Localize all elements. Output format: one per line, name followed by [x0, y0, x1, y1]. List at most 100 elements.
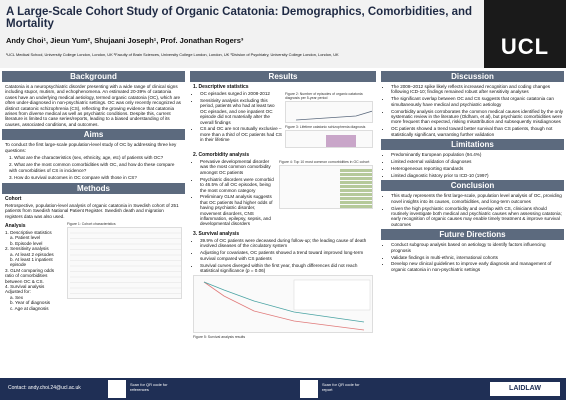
bullet: Conduct subgroup analysis based on aetio…	[391, 242, 564, 253]
numbered-item: 1. What are the characteristics (sex, et…	[9, 155, 164, 161]
bullet: Heterogeneous reporting standards	[391, 166, 564, 171]
numbered-item: 3. How do survival outcomes in OC compar…	[9, 175, 137, 181]
caption: Figure 3: Lifetime catatonic schizophren…	[285, 125, 366, 129]
bullet: Limited diagnostic history prior to ICD-…	[391, 173, 564, 178]
right-column: Discussion The 2008–2012 spike likely ref…	[381, 71, 564, 375]
section-heading: Discussion	[381, 71, 564, 82]
figure-graphic	[203, 280, 371, 331]
bullet-list: 39.9% of OC patients were deceased durin…	[190, 238, 376, 273]
qr-caption: Scan for QR code for references	[130, 382, 168, 392]
figure-graphic	[326, 135, 356, 147]
qr-code[interactable]	[300, 380, 318, 398]
bullet: Psychiatric disorders were comorbid to 4…	[200, 177, 276, 193]
bullet: OC episodes surged in 2008-2012	[200, 91, 282, 96]
figure-graphic	[70, 232, 185, 294]
paragraph: Retrospective, population-level analysis…	[5, 202, 179, 219]
figure	[285, 101, 376, 123]
caption: Figure 4: Top 10 most common comorbiditi…	[279, 160, 370, 164]
result-figures: Figure 4: Top 10 most common comorbiditi…	[276, 159, 376, 229]
table-figure: Figure 1: Cohort characteristics	[64, 221, 185, 311]
caption: Figure 5: Survival analysis results	[193, 335, 246, 340]
bullet-list: The 2008–2012 spike likely reflects incr…	[381, 84, 564, 137]
bullet: Preliminary GLM analysis suggests that O…	[200, 194, 276, 226]
qr-code[interactable]	[108, 380, 126, 398]
caption: Figure 2: Number of episodes of organic …	[285, 92, 363, 100]
subheading: 2. Comorbidity analysis	[193, 152, 250, 158]
bullet: Adjusting for covariates, OC patients sh…	[200, 250, 376, 261]
analysis-item: 4. Survival analysis	[5, 283, 45, 289]
affiliations: ¹UCL Medical School, University College …	[6, 52, 339, 57]
bullet: Given the high psychiatric comorbidity a…	[391, 206, 564, 228]
figure-graphic	[340, 169, 376, 208]
section-heading: Future Directions	[381, 229, 564, 241]
bullet: This study represents the first large-sc…	[391, 193, 564, 204]
bullet: Validate findings in multi-ethnic, inter…	[391, 255, 564, 260]
section-heading: Aims	[2, 129, 185, 141]
numbered-item: 2. What are the most common comorbiditie…	[9, 162, 175, 173]
analysis-item: Adjusted for:	[5, 289, 31, 295]
bullet: CS and OC are not mutually exclusive – m…	[200, 126, 282, 142]
analysis-item: 3. GLM comparing odds ratio of comorbidi…	[5, 267, 55, 284]
qr-caption: Scan for QR code for report	[322, 382, 360, 392]
subheading: 1. Descriptive statistics	[193, 84, 249, 90]
bullet: Predominantly European population (94.4%…	[391, 152, 564, 157]
figure	[279, 165, 376, 209]
subheading: Analysis	[5, 222, 26, 229]
paragraph: Catatonia is a neuropsychiatric disorder…	[5, 84, 181, 127]
analysis-item: a. Sex	[10, 294, 24, 300]
ucl-logo: UCL	[484, 0, 566, 68]
result-text: OC episodes surged in 2008-2012 Sensitivi…	[190, 91, 282, 150]
contact: Contact: andy.choi.24@ucl.ac.uk	[8, 385, 81, 391]
left-column: Background Catatonia is a neuropsychiatri…	[2, 71, 185, 375]
footer: Contact: andy.choi.24@ucl.ac.uk Scan for…	[0, 378, 566, 400]
figure	[67, 226, 185, 299]
analysis-list: Analysis 1. Descriptive statistics a. Pati…	[2, 221, 64, 311]
bullet: 39.9% of OC patients were deceased durin…	[200, 238, 376, 249]
section-heading: Limitations	[381, 139, 564, 151]
analysis-item: b. At least 1 inpatient episode	[10, 256, 53, 268]
analysis-item: a. Patient level	[10, 235, 41, 241]
section-heading: Conclusion	[381, 180, 564, 192]
bullet: Limited external validation of diagnoses	[391, 159, 564, 164]
caption: Figure 1: Cohort characteristics	[67, 221, 116, 226]
result-row: Pervasive developmental disorder was the…	[190, 159, 376, 229]
subheading: 3. Survival analysis	[193, 230, 240, 237]
section-heading: Background	[2, 71, 185, 82]
bullet: Sensitivity analysis excluding this peri…	[200, 98, 282, 125]
header: A Large-Scale Cohort Study of Organic Ca…	[0, 0, 566, 68]
result-row: OC episodes surged in 2008-2012 Sensitivi…	[190, 91, 376, 150]
bullet-list: OC episodes surged in 2008-2012 Sensitivi…	[190, 91, 282, 143]
bullet-list: Conduct subgroup analysis based on aetio…	[381, 242, 564, 272]
middle-column: Results 1. Descriptive statisticsOC episo…	[190, 71, 376, 375]
subheading: Cohort	[5, 195, 22, 202]
result-figures: Figure 2: Number of episodes of organic …	[282, 91, 376, 150]
bullet: The 2008–2012 spike likely reflects incr…	[391, 84, 564, 95]
figure-graphic	[295, 109, 376, 121]
authors: Andy Choi¹, Jieun Yum², Shujaani Joseph¹…	[6, 36, 244, 45]
bullet: Develop new clinical guidelines to impro…	[391, 261, 564, 272]
analysis-item: b. Year of diagnosis	[10, 300, 51, 306]
title: A Large-Scale Cohort Study of Organic Ca…	[6, 6, 473, 30]
bullet-list: This study represents the first large-sc…	[381, 193, 564, 227]
paragraph: To conduct the first large-scale populat…	[5, 142, 177, 153]
analysis-item: b. Episode level	[10, 240, 43, 246]
bullet-list: Pervasive developmental disorder was the…	[190, 159, 276, 227]
analysis-item: 2. Sensitivity analysis	[5, 246, 49, 252]
bullet: Comorbidity analysis corroborates the co…	[391, 109, 564, 125]
analysis-row: Analysis 1. Descriptive statistics a. Pati…	[2, 221, 185, 311]
laidlaw-logo: LAIDLAW	[490, 382, 560, 396]
bullet-list: Predominantly European population (94.4%…	[381, 152, 564, 178]
analysis-item: c. Age at diagnosis	[10, 305, 49, 311]
result-text: Pervasive developmental disorder was the…	[190, 159, 276, 229]
section-heading: Results	[190, 71, 376, 82]
figure	[285, 130, 373, 148]
section-heading: Methods	[2, 182, 185, 194]
analysis-item: 1. Descriptive statistics	[5, 229, 52, 235]
bullet: The significant overlap between OC and C…	[391, 96, 564, 107]
analysis-item: a. At least 2 episodes	[10, 251, 54, 257]
bullet: Pervasive developmental disorder was the…	[200, 159, 276, 175]
bullet: Survival curves diverged within the firs…	[200, 263, 376, 274]
bullet: OC patients showed a trend toward better…	[391, 126, 564, 137]
figure	[193, 275, 373, 334]
